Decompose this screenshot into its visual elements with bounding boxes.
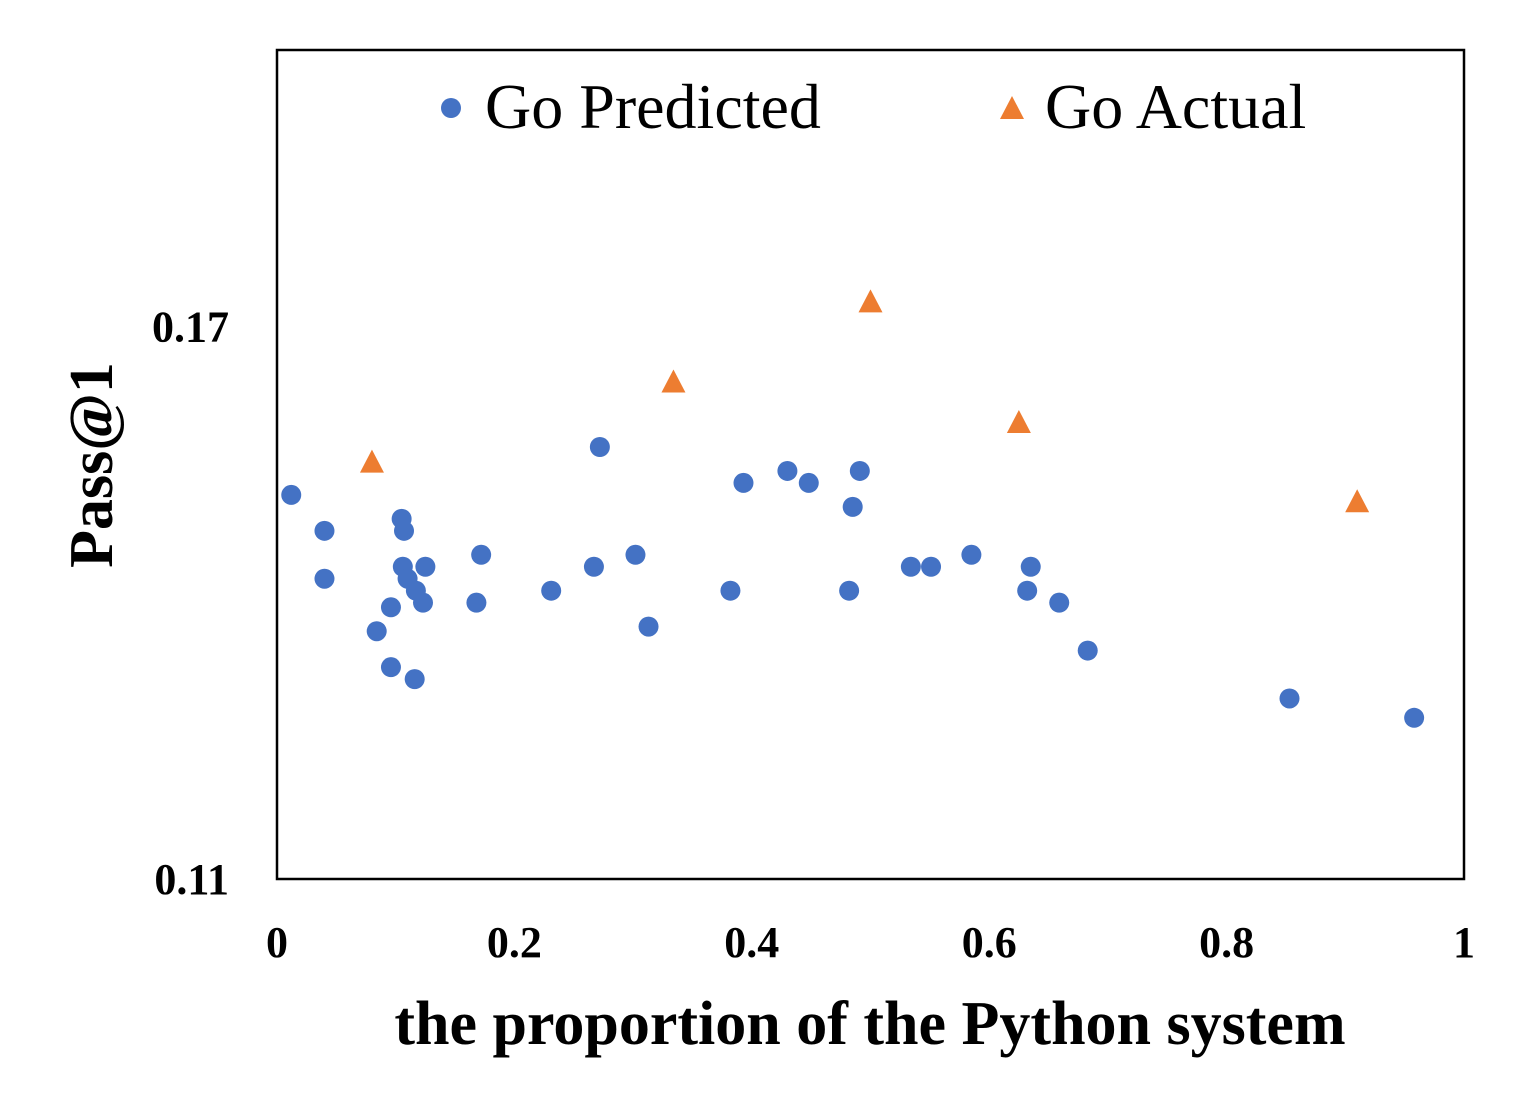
go-predicted-point — [366, 621, 387, 642]
legend-label-go-predicted: Go Predicted — [485, 71, 821, 142]
go-predicted-point — [1404, 707, 1425, 728]
go-predicted-point — [583, 556, 604, 577]
x-tick-label: 0 — [266, 918, 288, 967]
y-axis-title: Pass@1 — [58, 362, 126, 568]
go-predicted-point — [541, 580, 562, 601]
x-tick-label: 0.2 — [487, 918, 542, 967]
go-predicted-point — [471, 544, 492, 565]
x-tick-label: 1 — [1453, 918, 1475, 967]
y-tick-label: 0.17 — [152, 302, 229, 351]
go-actual-point — [1006, 410, 1031, 434]
go-predicted-point — [314, 520, 335, 541]
go-predicted-point — [849, 460, 870, 481]
go-predicted-point — [733, 472, 754, 493]
go-predicted-point — [1077, 640, 1098, 661]
x-tick-label: 0.6 — [962, 918, 1017, 967]
legend-marker-go-predicted — [441, 98, 461, 118]
legend-marker-go-actual — [1000, 96, 1024, 119]
x-tick-label: 0.4 — [724, 918, 779, 967]
go-actual-point — [359, 449, 384, 473]
go-predicted-point — [1049, 592, 1070, 613]
data-points — [281, 289, 1425, 728]
go-predicted-point — [961, 544, 982, 565]
go-actual-point — [661, 369, 686, 393]
go-predicted-point — [466, 592, 487, 613]
go-predicted-point — [394, 520, 415, 541]
go-predicted-point — [380, 597, 401, 618]
go-predicted-point — [1017, 580, 1038, 601]
go-predicted-point — [380, 657, 401, 678]
legend: Go Predicted Go Actual — [441, 71, 1306, 142]
x-axis-tick-labels: 0 0.2 0.4 0.6 0.8 1 — [266, 918, 1475, 967]
x-axis-title: the proportion of the Python system — [394, 990, 1345, 1058]
go-predicted-point — [842, 496, 863, 517]
go-predicted-point — [720, 580, 741, 601]
go-predicted-point — [314, 568, 335, 589]
plot-area-frame — [275, 48, 1466, 881]
go-predicted-point — [900, 556, 921, 577]
go-predicted-point — [1279, 688, 1300, 709]
go-predicted-point — [921, 556, 942, 577]
go-predicted-point — [625, 544, 646, 565]
legend-label-go-actual: Go Actual — [1045, 71, 1306, 142]
go-predicted-point — [413, 592, 434, 613]
x-tick-label: 0.8 — [1199, 918, 1254, 967]
y-axis-tick-labels: 0.11 0.17 — [152, 302, 229, 904]
go-predicted-point — [281, 484, 302, 505]
go-predicted-point — [638, 616, 659, 637]
go-predicted-point — [404, 669, 425, 690]
go-predicted-point — [1020, 556, 1041, 577]
go-predicted-point — [798, 472, 819, 493]
go-predicted-point — [589, 436, 610, 457]
go-predicted-point — [839, 580, 860, 601]
go-predicted-point — [777, 460, 798, 481]
go-predicted-point — [415, 556, 436, 577]
go-actual-point — [1345, 489, 1370, 513]
y-tick-label: 0.11 — [154, 855, 229, 904]
go-actual-point — [858, 289, 883, 313]
